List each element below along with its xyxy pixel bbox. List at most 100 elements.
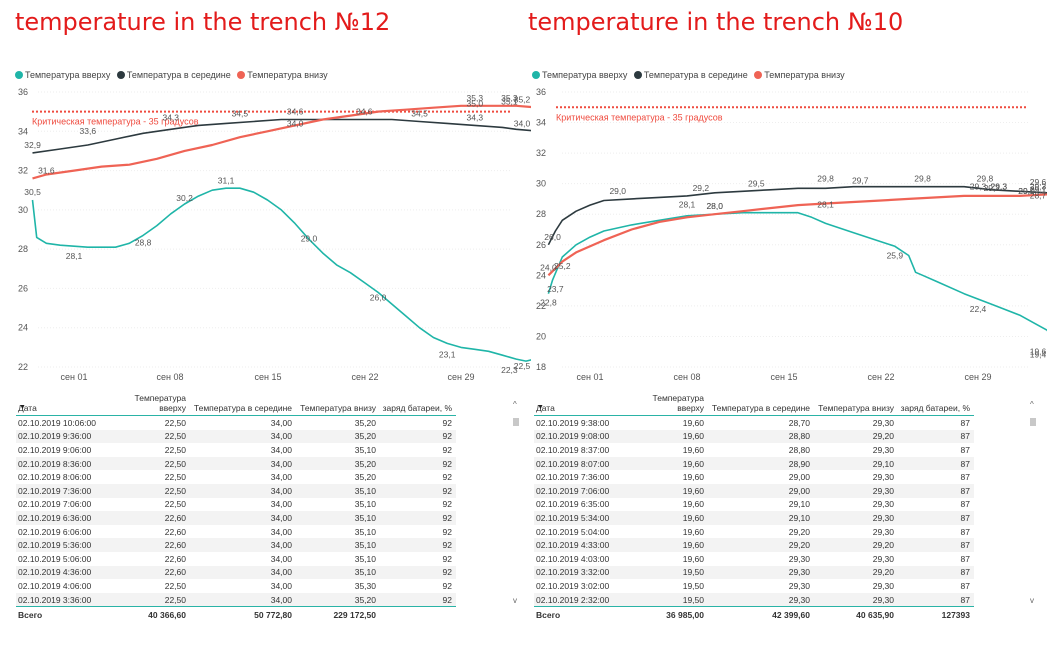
table-scrollbar[interactable]: ^ v — [1030, 400, 1038, 605]
scroll-down-icon[interactable]: v — [1030, 596, 1034, 605]
table-row[interactable]: 02.10.2019 9:36:00 22,50 34,00 35,20 92 — [16, 429, 456, 444]
data-label: 35,0 — [467, 99, 484, 109]
table-row[interactable]: 02.10.2019 4:33:00 19,60 29,20 29,20 87 — [534, 538, 974, 552]
scroll-up-icon[interactable]: ^ — [513, 400, 517, 409]
series-line-middle[interactable] — [32, 118, 532, 154]
table-row[interactable]: 02.10.2019 5:06:00 22,60 34,00 35,10 92 — [16, 552, 456, 566]
data-label: 34,0 — [514, 118, 531, 128]
sort-desc-icon[interactable]: ▼ — [19, 404, 26, 411]
table-row[interactable]: 02.10.2019 6:36:00 22,60 34,00 35,10 92 — [16, 511, 456, 525]
legend-item-middle[interactable]: Температура в середине — [633, 70, 748, 80]
table-row[interactable]: 02.10.2019 2:32:00 19,50 29,30 29,30 87 — [534, 592, 974, 607]
table-row[interactable]: 02.10.2019 7:06:00 22,50 34,00 35,10 92 — [16, 498, 456, 512]
data-label: 34,5 — [232, 108, 249, 118]
table-row[interactable]: 02.10.2019 9:08:00 19,60 28,80 29,20 87 — [534, 429, 974, 444]
data-label: 29,3 — [991, 181, 1008, 191]
table-cell: 92 — [442, 512, 452, 523]
table-row[interactable]: 02.10.2019 9:06:00 22,50 34,00 35,10 92 — [16, 443, 456, 457]
table-cell: 87 — [960, 526, 970, 537]
data-label: 35,1 — [501, 97, 518, 107]
table-row[interactable]: 02.10.2019 5:34:00 19,60 29,10 29,30 87 — [534, 511, 974, 525]
table-row[interactable]: 02.10.2019 10:06:00 22,50 34,00 35,20 92 — [16, 416, 456, 430]
table-row[interactable]: 02.10.2019 7:36:00 22,50 34,00 35,10 92 — [16, 483, 456, 498]
table-row[interactable]: 02.10.2019 7:36:00 19,60 29,00 29,30 87 — [534, 470, 974, 484]
column-header[interactable]: заряд батареи, % — [900, 403, 970, 413]
total-cell: 36 985,00 — [666, 610, 704, 621]
table-row[interactable]: 02.10.2019 8:06:00 22,50 34,00 35,20 92 — [16, 470, 456, 484]
table-row[interactable]: 02.10.2019 4:36:00 22,60 34,00 35,10 92 — [16, 565, 456, 580]
table-row[interactable]: 02.10.2019 3:36:00 22,50 34,00 35,20 92 — [16, 592, 456, 607]
legend-item-top[interactable]: Температура вверху — [15, 70, 110, 80]
table-cell: 02.10.2019 8:07:00 — [536, 458, 610, 469]
table-cell: 29,30 — [872, 417, 894, 428]
column-header[interactable]: Температура вверху — [134, 393, 186, 413]
series-line-top[interactable] — [31, 187, 532, 362]
table-cell: 02.10.2019 3:36:00 — [18, 594, 92, 605]
table-row[interactable]: 02.10.2019 5:36:00 22,60 34,00 35,10 92 — [16, 538, 456, 552]
column-header[interactable]: Дата — [536, 403, 555, 413]
table-row[interactable]: 02.10.2019 8:37:00 19,60 28,80 29,30 87 — [534, 443, 974, 457]
column-header[interactable]: Дата — [18, 403, 37, 413]
data-label: 22,3 — [501, 365, 518, 375]
sort-desc-icon[interactable]: ▼ — [537, 404, 544, 411]
table-cell: 35,10 — [354, 553, 376, 564]
table-cell: 02.10.2019 5:36:00 — [18, 540, 92, 551]
table-row[interactable]: 02.10.2019 8:36:00 22,50 34,00 35,20 92 — [16, 456, 456, 471]
table-row[interactable]: 02.10.2019 3:32:00 19,50 29,30 29,20 87 — [534, 565, 974, 580]
table-row[interactable]: 02.10.2019 6:35:00 19,60 29,10 29,30 87 — [534, 498, 974, 512]
table-row[interactable]: 02.10.2019 4:06:00 22,50 34,00 35,30 92 — [16, 579, 456, 593]
table-cell: 35,10 — [354, 499, 376, 510]
series-line-top[interactable] — [547, 211, 1047, 346]
table-row[interactable]: 02.10.2019 8:07:00 19,60 28,90 29,10 87 — [534, 456, 974, 471]
table-cell: 87 — [960, 485, 970, 496]
data-label: 25,9 — [887, 250, 904, 260]
table-row[interactable]: 02.10.2019 6:06:00 22,60 34,00 35,10 92 — [16, 525, 456, 539]
data-label: 23,1 — [439, 349, 456, 359]
table-row[interactable]: 02.10.2019 5:04:00 19,60 29,20 29,30 87 — [534, 525, 974, 539]
data-label: 26,0 — [544, 232, 561, 242]
data-label: 29,0 — [609, 186, 626, 196]
x-tick-label: сен 08 — [674, 372, 701, 382]
legend-item-top[interactable]: Температура вверху — [532, 70, 627, 80]
column-header[interactable]: Температура внизу — [818, 403, 894, 413]
table-total-row: Всего 36 985,00 42 399,60 40 635,90 127393 — [534, 606, 974, 623]
column-header[interactable]: заряд батареи, % — [382, 403, 452, 413]
line-chart-trench-10[interactable]: 18 20 22 24 26 28 30 32 34 36 сен 01 сен 08 сен 15 се… — [516, 82, 1047, 387]
table-cell: 29,10 — [788, 499, 810, 510]
scroll-down-icon[interactable]: v — [513, 596, 517, 605]
table-row[interactable]: 02.10.2019 3:02:00 19,50 29,30 29,30 87 — [534, 579, 974, 593]
y-tick-label: 22 — [18, 362, 28, 372]
scroll-thumb[interactable] — [513, 418, 519, 426]
legend-item-middle[interactable]: Температура в середине — [116, 70, 231, 80]
series-line-middle[interactable] — [547, 185, 1047, 246]
column-header[interactable]: Температура внизу — [300, 403, 376, 413]
total-cell: Всего — [18, 610, 43, 621]
table-cell: 29,30 — [788, 580, 810, 591]
table-row[interactable]: 02.10.2019 9:38:00 19,60 28,70 29,30 87 — [534, 416, 974, 430]
table-scrollbar[interactable]: ^ v — [513, 400, 521, 605]
table-cell: 34,00 — [270, 458, 292, 469]
data-label: 29,7 — [852, 175, 869, 185]
table-row[interactable]: 02.10.2019 7:06:00 19,60 29,00 29,30 87 — [534, 483, 974, 498]
legend-item-bottom[interactable]: Температура внизу — [237, 70, 328, 80]
table-row[interactable]: 02.10.2019 4:03:00 19,60 29,30 29,30 87 — [534, 552, 974, 566]
series-line-bottom[interactable] — [547, 193, 1047, 277]
total-cell: Всего — [536, 610, 561, 621]
legend-label: Температура вверху — [542, 70, 628, 80]
series-line-bottom[interactable] — [32, 104, 532, 180]
table-cell: 28,80 — [788, 431, 810, 442]
table-cell: 22,50 — [164, 431, 186, 442]
scroll-thumb[interactable] — [1030, 418, 1036, 426]
column-header[interactable]: Температура вверху — [652, 393, 704, 413]
legend-item-bottom[interactable]: Температура внизу — [754, 70, 845, 80]
scroll-up-icon[interactable]: ^ — [1030, 400, 1034, 409]
legend-dot-icon — [532, 71, 540, 79]
chart-title: temperature in the trench №10 — [528, 8, 904, 36]
data-label: 26,0 — [370, 292, 387, 302]
table-cell: 35,10 — [354, 567, 376, 578]
table-cell: 92 — [442, 444, 452, 455]
column-header[interactable]: Температура в середине — [193, 403, 292, 413]
x-tick-label: сен 08 — [157, 372, 184, 382]
line-chart-trench-12[interactable]: 22 24 26 28 30 32 34 36 сен 01 сен 08 сен 15 сен 22… — [0, 82, 531, 387]
column-header[interactable]: Температура в середине — [711, 403, 810, 413]
